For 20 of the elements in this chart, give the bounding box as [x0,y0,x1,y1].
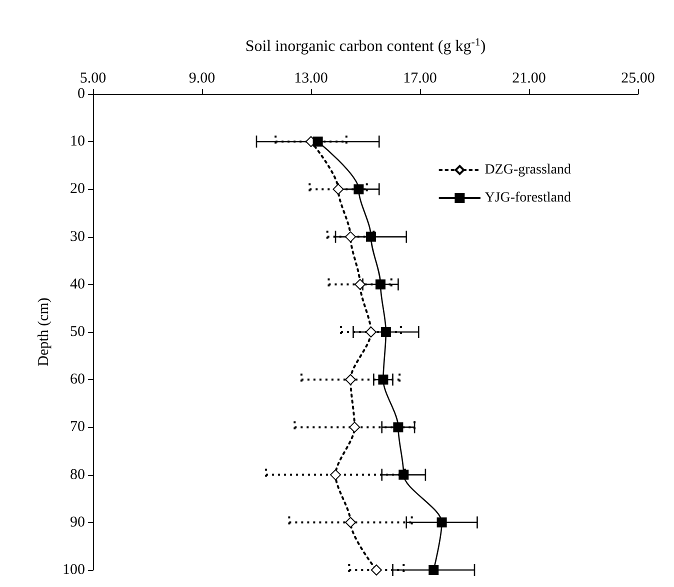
legend-label: YJG-forestland [484,190,571,206]
legend-label: DZG-grassland [484,162,571,178]
y-tick-label: 20 [70,181,85,198]
y-tick-label: 10 [70,134,85,150]
x-tick-label: 5.00 [80,70,106,86]
y-axis-title: Depth (cm) [36,298,52,366]
y-tick-label: 30 [70,228,85,245]
y-tick-label: 60 [70,372,85,388]
x-tick-label: 25.00 [621,70,655,86]
x-tick-label: 9.00 [188,70,216,86]
y-tick-label: 100 [62,562,85,578]
y-tick-label: 50 [70,324,85,340]
x-tick-label: 21.00 [512,70,546,86]
y-tick-label: 70 [70,419,85,436]
y-tick-label: 40 [70,276,85,292]
x-tick-label: 13.00 [294,70,328,86]
y-tick-label: 80 [70,466,85,483]
y-tick-label: 90 [70,514,85,530]
y-tick-label: 0 [78,86,85,102]
x-tick-label: 17.00 [403,70,437,86]
